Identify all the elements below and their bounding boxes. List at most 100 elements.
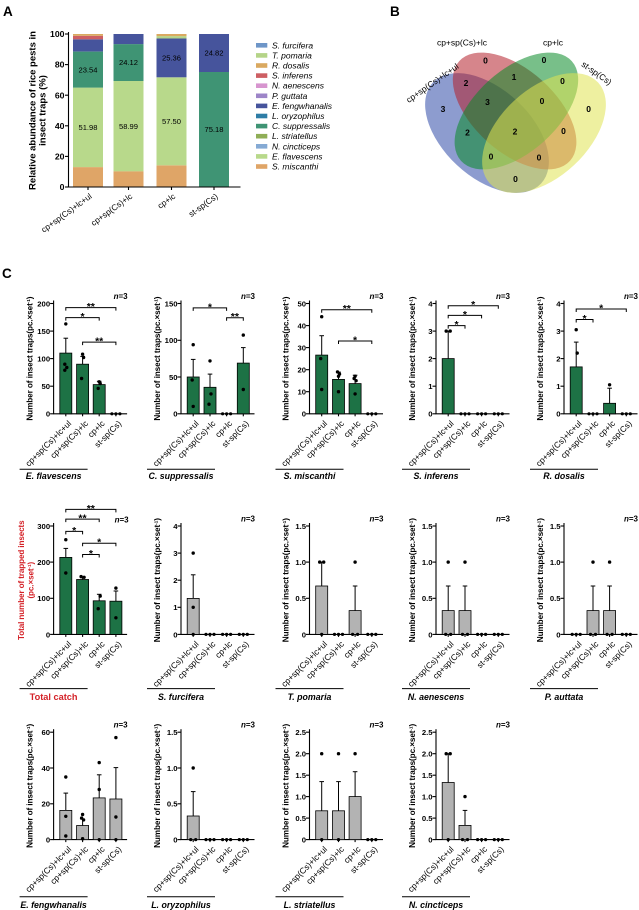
- svg-text:40: 40: [55, 121, 65, 131]
- svg-text:**: **: [95, 336, 104, 348]
- svg-text:0: 0: [483, 56, 488, 66]
- svg-text:1.5: 1.5: [295, 522, 306, 531]
- svg-text:S. miscanthi: S. miscanthi: [284, 471, 336, 481]
- svg-text:3: 3: [556, 327, 560, 336]
- svg-text:20: 20: [42, 800, 51, 809]
- svg-text:n=3: n=3: [369, 515, 384, 524]
- svg-text:2.0: 2.0: [295, 750, 306, 759]
- svg-text:4: 4: [173, 522, 178, 531]
- svg-text:50: 50: [42, 382, 51, 391]
- svg-text:cp+sp(Cs)+lc: cp+sp(Cs)+lc: [437, 38, 488, 48]
- svg-text:1.5: 1.5: [295, 771, 306, 780]
- svg-text:Total number of trapped insect: Total number of trapped insects: [17, 520, 26, 640]
- svg-text:E. flavescens: E. flavescens: [272, 151, 323, 161]
- svg-text:50: 50: [297, 299, 306, 308]
- svg-text:40: 40: [297, 322, 306, 331]
- svg-text:100: 100: [37, 355, 50, 364]
- svg-text:0.5: 0.5: [422, 814, 433, 823]
- svg-text:0: 0: [556, 410, 560, 419]
- svg-text:**: **: [343, 303, 352, 315]
- svg-text:1.0: 1.0: [550, 558, 561, 567]
- svg-text:0: 0: [556, 630, 560, 639]
- svg-text:n=3: n=3: [496, 721, 511, 730]
- svg-text:A: A: [3, 4, 13, 19]
- svg-text:Number of insect traps(pc.×set: Number of insect traps(pc.×set-1): [536, 518, 545, 642]
- svg-text:n=3: n=3: [241, 292, 256, 301]
- svg-text:0: 0: [46, 836, 50, 845]
- svg-text:25.36: 25.36: [162, 54, 181, 63]
- svg-text:1.0: 1.0: [422, 793, 433, 802]
- svg-text:n=3: n=3: [115, 516, 130, 525]
- svg-text:0.5: 0.5: [550, 594, 561, 603]
- svg-text:80: 80: [55, 60, 65, 70]
- svg-text:**: **: [78, 513, 87, 525]
- svg-text:B: B: [390, 4, 400, 19]
- svg-text:4: 4: [556, 299, 561, 308]
- svg-text:S. furcifera: S. furcifera: [272, 40, 313, 50]
- svg-text:P. guttata: P. guttata: [272, 91, 308, 101]
- svg-text:Number of insect traps(pc.×set: Number of insect traps(pc.×set-1): [153, 724, 162, 848]
- svg-text:51.98: 51.98: [78, 123, 97, 132]
- svg-text:100: 100: [50, 29, 65, 39]
- svg-text:n=3: n=3: [369, 292, 384, 301]
- svg-text:0: 0: [489, 152, 494, 162]
- svg-text:1: 1: [556, 382, 561, 391]
- svg-text:*: *: [599, 302, 604, 314]
- svg-text:Number of insect traps(pc.×set: Number of insect traps(pc.×set-1): [408, 296, 417, 420]
- svg-text:Number of insect traps(pc.×set: Number of insect traps(pc.×set-1): [26, 724, 35, 848]
- svg-text:*: *: [471, 299, 476, 311]
- svg-text:0: 0: [586, 104, 591, 114]
- svg-text:3: 3: [428, 327, 432, 336]
- svg-text:23.54: 23.54: [78, 65, 97, 74]
- svg-text:0.5: 0.5: [422, 594, 433, 603]
- svg-text:Number of insect traps(pc.×set: Number of insect traps(pc.×set-1): [536, 296, 545, 420]
- svg-text:0: 0: [540, 96, 545, 106]
- svg-text:3: 3: [441, 104, 446, 114]
- svg-text:Number of insect traps(pc.×set: Number of insect traps(pc.×set-1): [408, 518, 417, 642]
- svg-text:N. aenescens: N. aenescens: [408, 692, 464, 702]
- svg-text:Number of insect traps(pc.×set: Number of insect traps(pc.×set-1): [282, 296, 291, 420]
- svg-text:insect traps (%): insect traps (%): [38, 75, 49, 146]
- svg-text:75.18: 75.18: [204, 125, 223, 134]
- svg-text:0: 0: [173, 630, 177, 639]
- svg-text:*: *: [97, 537, 102, 549]
- svg-text:2.5: 2.5: [422, 728, 433, 737]
- svg-text:2: 2: [173, 576, 177, 585]
- svg-text:0.5: 0.5: [167, 800, 178, 809]
- svg-text:0: 0: [173, 836, 177, 845]
- svg-text:2: 2: [556, 355, 560, 364]
- svg-text:T. pomaria: T. pomaria: [288, 692, 332, 702]
- svg-text:0: 0: [302, 410, 306, 419]
- svg-text:2: 2: [464, 78, 469, 88]
- svg-text:4: 4: [428, 299, 433, 308]
- svg-text:*: *: [455, 319, 460, 331]
- svg-text:1.5: 1.5: [550, 522, 561, 531]
- svg-text:0: 0: [60, 182, 65, 192]
- svg-text:100: 100: [165, 336, 178, 345]
- svg-text:(pc.×set-1): (pc.×set-1): [27, 561, 36, 598]
- svg-text:R. dosalis: R. dosalis: [543, 471, 585, 481]
- svg-text:Number of insect traps(pc.×set: Number of insect traps(pc.×set-1): [153, 518, 162, 642]
- svg-text:*: *: [353, 334, 358, 346]
- svg-text:C: C: [2, 266, 12, 281]
- svg-text:n=3: n=3: [496, 515, 511, 524]
- svg-text:58.99: 58.99: [119, 122, 138, 131]
- svg-text:n=3: n=3: [624, 515, 639, 524]
- svg-text:L. oryzophilus: L. oryzophilus: [272, 111, 325, 121]
- svg-text:C. suppressalis: C. suppressalis: [148, 471, 213, 481]
- svg-text:2.0: 2.0: [422, 750, 433, 759]
- svg-text:E. fengwhanalis: E. fengwhanalis: [20, 900, 87, 910]
- svg-text:*: *: [463, 309, 468, 321]
- svg-text:N. cincticeps: N. cincticeps: [409, 900, 463, 910]
- svg-text:2.5: 2.5: [295, 728, 306, 737]
- svg-text:50: 50: [169, 373, 178, 382]
- svg-text:20: 20: [297, 366, 306, 375]
- svg-text:3: 3: [173, 549, 177, 558]
- svg-text:0: 0: [428, 630, 432, 639]
- svg-text:**: **: [87, 301, 96, 313]
- svg-text:*: *: [72, 525, 77, 537]
- svg-text:n=3: n=3: [496, 292, 511, 301]
- svg-text:3: 3: [485, 97, 490, 107]
- svg-text:n=3: n=3: [241, 721, 256, 730]
- svg-text:0: 0: [537, 153, 542, 163]
